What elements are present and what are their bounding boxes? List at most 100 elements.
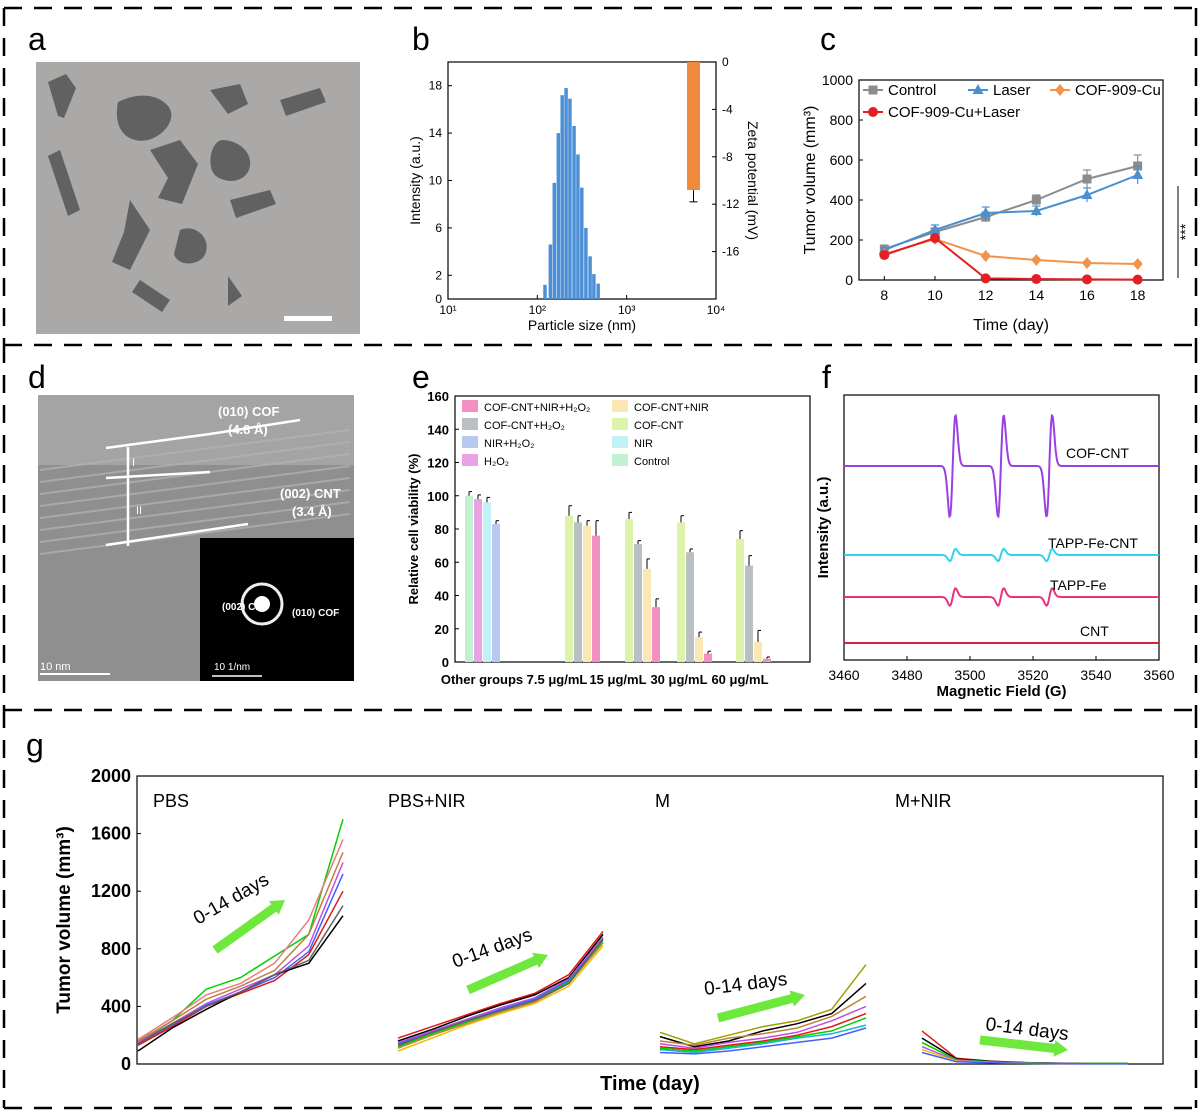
plot-frame (858, 79, 1164, 281)
y-axis-label: Tumor volume (mm³) (802, 106, 819, 255)
hrtem-scale-label: 10 nm (40, 661, 71, 673)
x-tick-label: 18 (1130, 287, 1146, 303)
panel-letter-e: e (412, 359, 430, 395)
chart-b: 0 2 6 10 14 18 0 -4 -8 -12 -16 10¹ 10² 10³ 10⁴ Particle… (407, 55, 761, 333)
hrtem-label-i: I (132, 457, 135, 469)
panel-letter-b: b (412, 21, 430, 57)
significance-mark: *** (1177, 223, 1193, 240)
arrow-head (532, 952, 548, 969)
y-tick-label: 18 (429, 79, 443, 93)
x-tick-label: 10¹ (439, 303, 456, 317)
legend-label: COF-CNT+NIR (634, 402, 709, 414)
panel-letter-c: c (820, 21, 836, 57)
size-bar (564, 88, 568, 299)
size-bar (560, 95, 564, 300)
legend-label: Control (634, 456, 669, 468)
data-point (980, 207, 992, 217)
viability-bar (565, 515, 573, 662)
y-tick-label: 400 (830, 192, 854, 208)
chart-c: 0 200 400 600 800 1000 8 10 12 14 16 18 Control Laser… (802, 72, 1193, 334)
legend-swatch (612, 436, 628, 448)
hrtem-label-cnt-d: (3.4 Å) (292, 504, 332, 519)
y-tick-label: 40 (435, 589, 449, 604)
size-bar (543, 284, 547, 299)
scale-bar (284, 316, 332, 321)
y-axis-label: Intensity (a.u.) (407, 136, 423, 225)
viability-bar (745, 565, 753, 662)
viability-bar (634, 543, 642, 662)
legend-label: COF-909-Cu (1075, 82, 1161, 99)
legend-label: Laser (993, 82, 1031, 99)
tumor-growth-line (659, 1027, 867, 1055)
tumor-growth-line (921, 1051, 1128, 1065)
y-tick-label: 200 (830, 232, 854, 248)
y-tick-label: 1000 (822, 72, 853, 88)
data-point (1082, 174, 1092, 184)
size-bar (568, 98, 572, 299)
legend-label: NIR+H₂O₂ (484, 438, 534, 450)
hrtem-label-cof: (010) COF (218, 404, 279, 419)
legend-label: COF-CNT (634, 420, 684, 432)
panel-letter-d: d (28, 359, 46, 395)
x-axis-label: Particle size (nm) (528, 317, 636, 333)
size-bar (552, 182, 557, 299)
y-tick-label: 0 (121, 1054, 131, 1074)
legend-marker (868, 107, 878, 117)
viability-bar (492, 524, 500, 662)
tumor-growth-line (659, 1012, 867, 1051)
category-label: Other groups (441, 672, 523, 687)
x-axis-label: Time (day) (600, 1073, 700, 1095)
x-tick-label: 12 (978, 287, 994, 303)
viability-bar (474, 499, 482, 662)
saed-label-cnt: (002) CNT (222, 602, 269, 613)
chart-f: 3460 3480 3500 3520 3540 3560 COF-CNT TAPP-Fe-C… (815, 394, 1175, 700)
zeta-bar (687, 62, 701, 190)
size-bar (592, 274, 596, 299)
x-axis-label: Time (day) (973, 317, 1049, 334)
plot-frame (136, 775, 1164, 1065)
viability-bar (677, 522, 685, 662)
y-tick-label: 160 (427, 389, 449, 404)
y-tick-label: 10 (429, 174, 443, 188)
x-tick-label: 3520 (1017, 667, 1048, 683)
legend-label: COF-CNT+NIR+H₂O₂ (484, 402, 590, 414)
data-point (1132, 169, 1144, 179)
tumor-growth-line (397, 936, 604, 1044)
viability-bar (763, 658, 771, 662)
tumor-growth-line (137, 890, 344, 1046)
legend-label: NIR (634, 438, 653, 450)
legend-marker (1055, 84, 1065, 96)
series-line (884, 236, 1138, 281)
y-tick-label: 2000 (91, 766, 131, 786)
group-title: M (655, 791, 670, 811)
legend-swatch (462, 454, 478, 466)
legend-label: COF-CNT+H₂O₂ (484, 420, 565, 432)
size-bar (596, 283, 600, 299)
chart-e: 0 20 40 60 80 100 120 140 160 Other groups 7.5 μg/… (406, 389, 811, 687)
tumor-growth-line (137, 905, 344, 1045)
size-bar (580, 187, 584, 299)
y-tick-label: 60 (435, 555, 449, 570)
y-tick-label: 2 (435, 268, 442, 282)
tumor-growth-line (397, 933, 604, 1042)
legend-label: COF-909-Cu+Laser (888, 104, 1020, 121)
tumor-growth-line (659, 1005, 867, 1049)
y-tick-label: 80 (435, 522, 449, 537)
y-axis-label: Intensity (a.u.) (815, 477, 832, 579)
viability-bar (574, 522, 582, 662)
legend-swatch (612, 418, 628, 430)
y2-tick-label: -8 (722, 150, 733, 164)
size-bar (584, 227, 588, 299)
data-point (1082, 274, 1092, 285)
panel-letter-f: f (822, 359, 831, 395)
data-point (1031, 254, 1042, 266)
arrow-shaft (212, 902, 280, 954)
arrow-shaft (466, 954, 541, 995)
series-line (883, 174, 1139, 251)
legend-swatch (612, 400, 628, 412)
arrow-head (789, 990, 805, 1007)
legend-marker (868, 85, 878, 95)
data-point (1031, 274, 1042, 284)
